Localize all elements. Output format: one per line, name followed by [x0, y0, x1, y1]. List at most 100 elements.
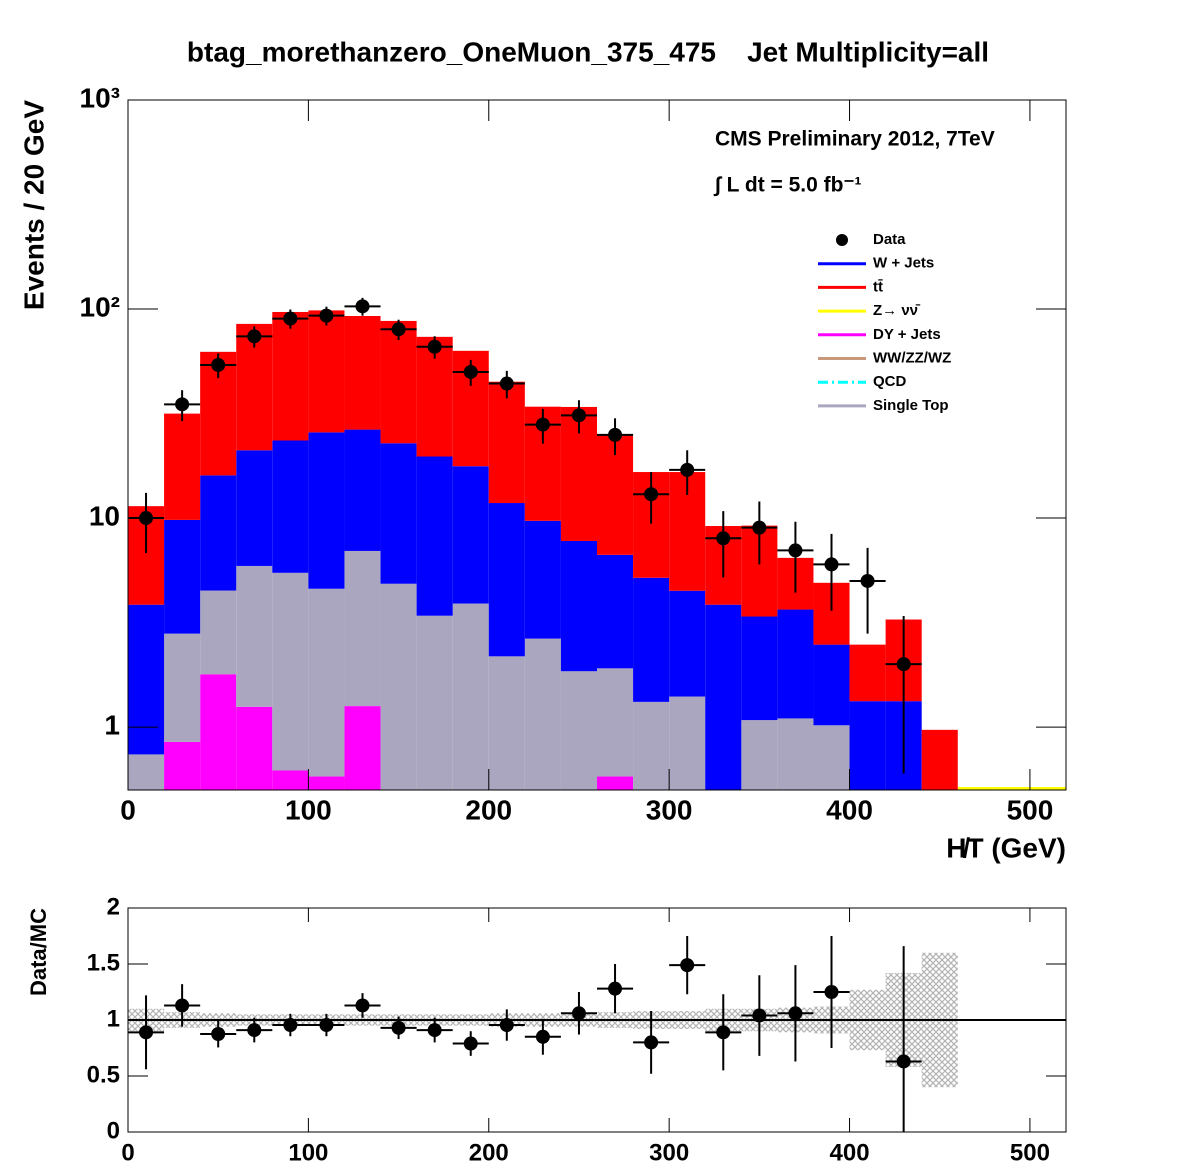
data-point	[427, 339, 442, 354]
stack-bar	[272, 572, 309, 771]
x-tick-label: 0	[121, 1139, 134, 1166]
stack-bar	[236, 565, 273, 707]
ratio-area	[128, 936, 1066, 1132]
stack-bar	[380, 583, 417, 790]
stack-bar	[560, 671, 597, 790]
data-point	[535, 1029, 550, 1044]
y-tick-label: 2	[107, 893, 120, 920]
data-point	[211, 1027, 226, 1041]
data-point	[427, 1023, 442, 1038]
y-tick-label: 1	[104, 709, 120, 740]
stack-bar	[488, 503, 525, 657]
stack-bar	[416, 615, 453, 790]
data-point	[391, 322, 406, 337]
data-point	[680, 462, 695, 477]
y-tick-label: 10	[89, 500, 120, 531]
data-point	[716, 1025, 731, 1040]
data-point	[139, 1025, 154, 1040]
x-tick-label: 100	[285, 794, 332, 825]
stack-bar	[524, 638, 561, 790]
x-tick-label: 200	[469, 1139, 509, 1166]
data-point	[752, 520, 767, 535]
x-axis-label: H̸T (GeV)	[946, 832, 1066, 863]
x-tick-label: 500	[1010, 1139, 1050, 1166]
data-point	[355, 299, 370, 314]
data-point	[211, 357, 226, 372]
stack-bar	[380, 320, 417, 444]
stack-bar	[813, 725, 850, 790]
data-point	[860, 573, 875, 588]
stack-bar	[416, 456, 453, 616]
x-tick-label: 200	[465, 794, 512, 825]
legend-marker	[836, 234, 848, 246]
stack-bar	[849, 644, 886, 702]
data-point	[463, 1036, 478, 1051]
data-point	[571, 1006, 586, 1021]
stack-bar	[308, 776, 345, 790]
stack-bar	[308, 588, 345, 777]
stack-bar	[128, 754, 165, 790]
stack-bar	[669, 696, 706, 790]
data-point	[644, 487, 659, 502]
data-point	[319, 308, 334, 323]
legend-label: WW/ZZ/WZ	[873, 349, 951, 366]
data-point	[896, 657, 911, 672]
stack-bar	[308, 432, 345, 589]
stack-bar	[200, 674, 237, 790]
y-axis-label: Events / 20 GeV	[18, 100, 49, 310]
stack-bar	[669, 590, 706, 697]
stack-bar	[813, 644, 850, 726]
data-point	[788, 1006, 803, 1021]
data-point	[319, 1018, 334, 1033]
stack-bar	[560, 540, 597, 672]
y-tick-label: 1	[107, 1005, 120, 1032]
data-point	[680, 958, 695, 973]
data-point	[499, 1018, 514, 1033]
stack-bar	[344, 316, 381, 430]
data-point	[247, 1023, 262, 1038]
data-point	[247, 329, 262, 344]
stack-bar	[452, 466, 489, 604]
data-point	[535, 417, 550, 432]
data-point	[355, 998, 370, 1013]
stack-bar	[380, 443, 417, 584]
data-point	[175, 397, 190, 412]
legend-label: tt̄	[873, 278, 883, 295]
legend-label: Z→ νν̄	[873, 302, 921, 319]
stack-bar	[741, 616, 778, 721]
stack-bar	[777, 718, 814, 790]
data-point	[644, 1035, 659, 1050]
y-axis-label: Data/MC	[26, 908, 51, 996]
stack-bar	[488, 656, 525, 790]
x-tick-label: 0	[120, 794, 136, 825]
stack-bar	[524, 520, 561, 639]
y-tick-label: 1.5	[87, 949, 120, 976]
stack-bar	[633, 577, 670, 702]
data-point	[752, 1008, 767, 1023]
stack-bar	[308, 310, 345, 433]
x-tick-label: 100	[288, 1139, 328, 1166]
stack-bar	[272, 770, 309, 790]
data-point	[175, 998, 190, 1013]
stack-bar	[272, 440, 309, 573]
x-tick-label: 500	[1007, 794, 1054, 825]
frame	[127, 907, 1067, 1133]
data-point	[896, 1054, 911, 1069]
data-point	[608, 981, 623, 996]
stack-bar	[200, 475, 237, 591]
stack-bar	[452, 603, 489, 790]
data-point	[283, 1018, 298, 1033]
data-point	[788, 543, 803, 558]
axes: Data W + Jets tt̄ Z→ νν̄ DY + Jets WW/ZZ/WZ QC…	[80, 82, 1066, 1166]
stack-bar	[705, 604, 742, 790]
legend-label: QCD	[873, 373, 907, 390]
annotation: CMS Preliminary 2012, 7TeV	[715, 128, 995, 151]
stack-bar	[597, 668, 634, 777]
frame	[127, 99, 1067, 791]
stack-bar	[633, 701, 670, 790]
stack-bar	[344, 706, 381, 790]
stack-bar	[777, 609, 814, 719]
plot-area	[128, 297, 1066, 790]
x-tick-label: 400	[830, 1139, 870, 1166]
